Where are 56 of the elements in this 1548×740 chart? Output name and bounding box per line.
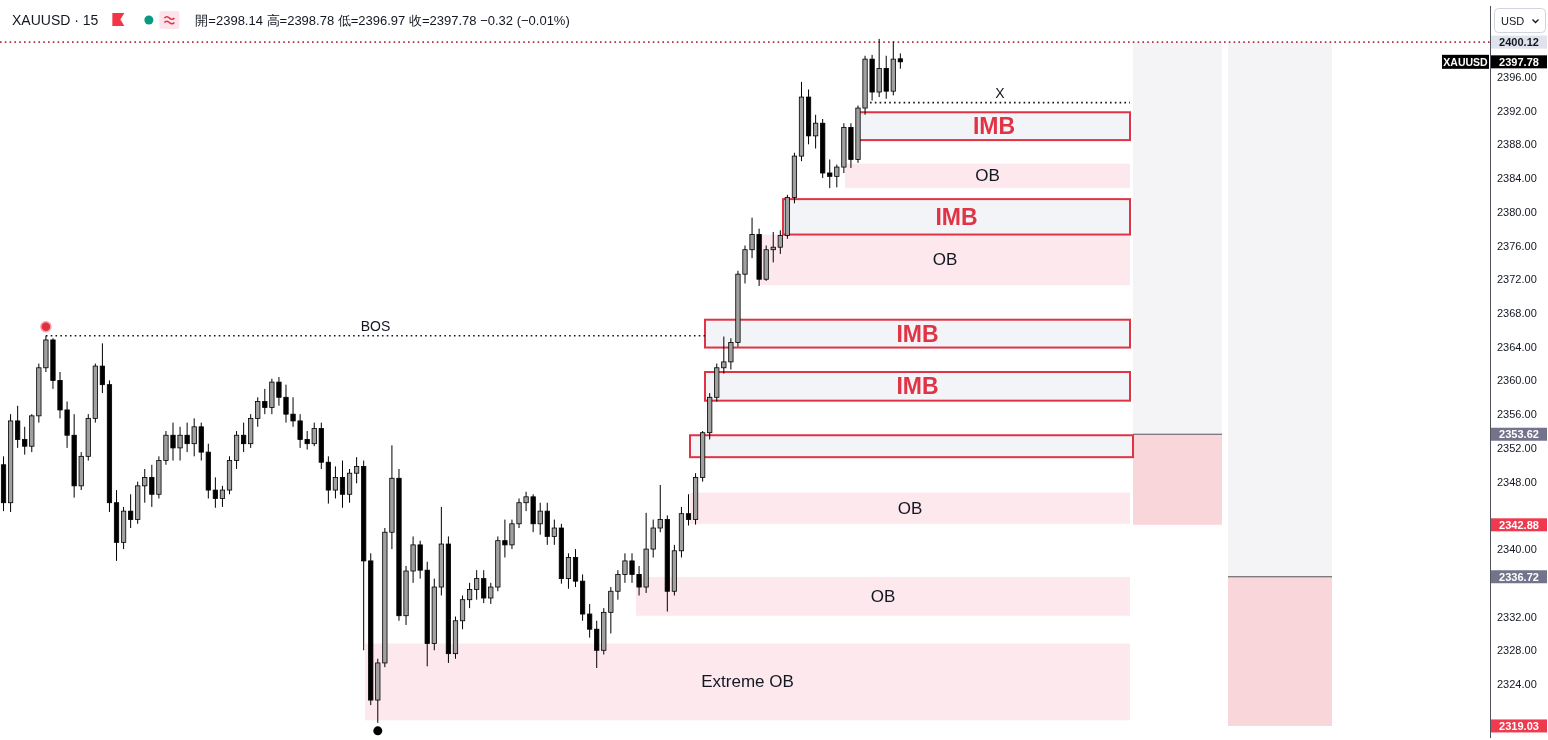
annotation: BOS — [360, 317, 391, 334]
candlestick — [346, 468, 353, 504]
band-label: Extreme OB — [701, 672, 794, 692]
annotation: XAUUSD — [1443, 55, 1489, 68]
candlestick — [685, 493, 692, 526]
chart-title: XAUUSD · 15 — [12, 12, 99, 28]
y-tick-label: 2342.88 — [1499, 518, 1539, 531]
candlestick — [474, 569, 480, 601]
candlestick — [459, 594, 466, 630]
y-tick-label: 2353.62 — [1499, 428, 1539, 441]
candlestick — [813, 114, 819, 150]
candlestick — [565, 552, 572, 590]
band-label: OB — [897, 498, 923, 518]
y-tick-label: 2397.78 — [1499, 55, 1539, 68]
y-tick-label: 2360.00 — [1497, 374, 1537, 387]
y-tick-label: 2324.00 — [1497, 678, 1537, 691]
band-label: OB — [932, 250, 958, 270]
y-tick-label: 2332.00 — [1497, 610, 1537, 623]
y-tick-label: 2364.00 — [1497, 340, 1537, 353]
band-label: IMB — [896, 320, 939, 347]
band-label: IMB — [896, 373, 939, 400]
candlestick — [339, 460, 346, 509]
y-tick-label: 2372.00 — [1497, 273, 1537, 286]
band-label: OB — [975, 166, 1000, 186]
y-tick-label: 2348.00 — [1497, 475, 1537, 488]
y-tick-label: 2396.00 — [1497, 70, 1537, 83]
candlestick — [241, 422, 247, 453]
candlestick — [15, 405, 21, 449]
y-tick-label: 2376.00 — [1497, 239, 1537, 252]
y-tick-label: 2380.00 — [1497, 205, 1537, 218]
y-tick-label: 2356.00 — [1497, 408, 1537, 421]
y-tick-label: 2352.00 — [1497, 441, 1537, 454]
candlestick — [332, 465, 339, 499]
candlestick — [467, 582, 473, 609]
y-tick-label: 2328.00 — [1497, 644, 1537, 657]
candlestick — [219, 485, 226, 508]
y-tick-label: 2384.00 — [1497, 172, 1537, 185]
y-tick-label: 2368.00 — [1497, 306, 1537, 319]
candlestick — [354, 456, 360, 484]
y-tick-label: 2392.00 — [1497, 104, 1537, 117]
candlestick — [587, 603, 593, 639]
y-tick-label: 2319.03 — [1499, 719, 1539, 732]
candlestick — [212, 476, 218, 509]
band-label: IMB — [935, 203, 978, 230]
annotation: X — [995, 84, 1006, 101]
y-tick-label: 2336.72 — [1499, 570, 1539, 583]
y-tick-label: 2340.00 — [1497, 543, 1537, 556]
candlestick — [128, 493, 134, 529]
y-tick-label: 2388.00 — [1497, 138, 1537, 151]
band-label: OB — [870, 586, 896, 606]
ref-line-label: 2400.12 — [1499, 36, 1539, 49]
y-axis-title: USD — [1501, 15, 1525, 27]
candlestick — [572, 548, 579, 588]
text: 開=2398.14 高=2398.78 低=2396.97 收=2397.78 −0.32 (−0.01%) — [195, 12, 570, 28]
band-label: IMB — [972, 113, 1016, 140]
candlestick — [99, 342, 105, 394]
